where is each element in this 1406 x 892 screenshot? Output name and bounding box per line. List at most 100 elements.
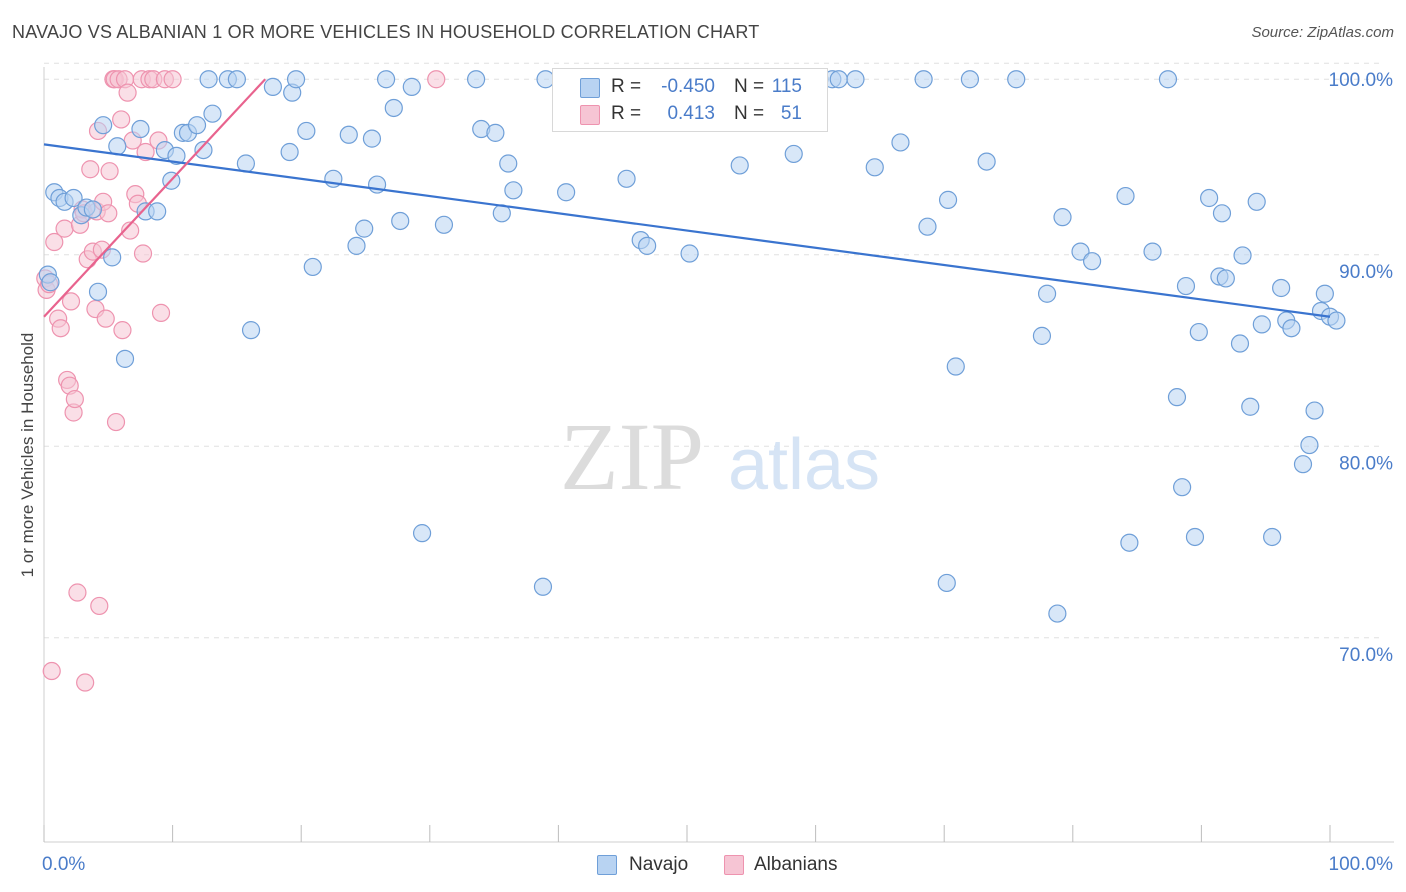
navajo-point: [88, 282, 108, 301]
navajo-point: [227, 70, 246, 89]
navajo-point: [504, 181, 523, 200]
albanian-swatch: [580, 105, 600, 125]
navajo-point: [1082, 252, 1102, 271]
navajo-point: [412, 524, 432, 543]
navajo-point: [347, 236, 366, 255]
navajo-point: [1032, 326, 1052, 345]
navajo-point: [918, 217, 937, 236]
navajo-point: [1158, 70, 1178, 89]
navajo-point: [1241, 397, 1260, 416]
navajo-point: [303, 257, 322, 277]
source-label: Source: ZipAtlas.com: [1251, 24, 1394, 41]
y-tick-label: 80.0%: [1339, 453, 1393, 474]
legend-row-albanians: R = 0.413 N = 51: [553, 101, 827, 127]
navajo-point: [617, 169, 636, 188]
navajo-point: [938, 190, 958, 209]
albanian-n-value: 51: [780, 103, 802, 124]
navajo-point: [1185, 527, 1205, 547]
navajo-point: [103, 248, 122, 267]
navajo-point: [1216, 269, 1235, 288]
navajo-point: [241, 321, 261, 340]
albanian-point: [106, 412, 126, 432]
navajo-point: [1173, 478, 1192, 497]
navajo-point: [1167, 388, 1187, 407]
navajo-point: [108, 137, 127, 156]
navajo-point: [914, 70, 933, 89]
navajo-point: [1305, 401, 1324, 420]
navajo-point: [1053, 208, 1072, 227]
albanian-point: [112, 110, 131, 129]
albanian-point: [121, 221, 140, 240]
navajo-point: [680, 244, 699, 263]
bottom-navajo-label: Navajo: [629, 854, 689, 875]
navajo-point: [362, 129, 382, 148]
navajo-point: [1116, 186, 1135, 206]
navajo-point: [83, 200, 102, 219]
albanian-point: [136, 142, 155, 162]
navajo-point: [1143, 242, 1162, 261]
navajo-point: [391, 211, 410, 231]
navajo-point: [846, 70, 865, 89]
navajo-n-label: N =: [734, 76, 765, 97]
navajo-point: [1327, 311, 1346, 330]
navajo-point: [1247, 192, 1266, 211]
navajo-point: [203, 104, 222, 123]
tick-labels: 70.0% 80.0% 90.0% 100.0% 0.0% 100.0%: [42, 70, 1393, 875]
navajo-point: [1189, 322, 1208, 342]
navajo-trend-line: [43, 143, 1331, 318]
albanian-point: [151, 303, 171, 322]
bottom-albanian-label: Albanians: [754, 854, 838, 875]
albanian-point: [113, 321, 132, 340]
albanian-point: [68, 583, 87, 602]
navajo-point: [960, 70, 980, 89]
axes: [43, 67, 1394, 843]
y-tick-label: 70.0%: [1339, 645, 1393, 666]
albanian-point: [51, 319, 70, 338]
legend-row-navajo: R = -0.450 N = 115: [553, 74, 827, 100]
y-tick-label: 100.0%: [1329, 70, 1394, 91]
navajo-swatch: [580, 78, 600, 98]
albanian-point: [55, 219, 74, 238]
navajo-point: [865, 158, 884, 177]
albanian-point: [90, 596, 109, 616]
albanian-point: [81, 160, 100, 179]
navajo-point: [376, 70, 396, 89]
navajo-point: [1007, 70, 1026, 89]
albanian-r-label: R =: [611, 103, 642, 124]
navajo-point: [167, 146, 186, 165]
navajo-point: [187, 116, 207, 135]
navajo-point: [977, 152, 996, 171]
navajo-point: [638, 236, 657, 255]
watermark: ZIP atlas: [560, 403, 880, 510]
navajo-point: [1282, 319, 1301, 338]
navajo-point: [41, 273, 60, 292]
navajo-point: [263, 77, 283, 96]
navajo-point: [730, 156, 749, 175]
navajo-points: [38, 70, 1346, 623]
y-tick-label: 90.0%: [1339, 262, 1393, 283]
albanian-point: [61, 292, 81, 311]
navajo-r-value: -0.450: [661, 76, 715, 97]
navajo-point: [434, 215, 454, 234]
albanian-n-label: N =: [734, 103, 765, 124]
albanian-point: [65, 389, 84, 409]
navajo-point: [937, 573, 956, 593]
navajo-point: [1200, 188, 1219, 208]
navajo-point: [557, 183, 576, 202]
navajo-point: [1120, 533, 1139, 552]
navajo-point: [533, 577, 553, 596]
navajo-point: [784, 144, 803, 164]
albanian-point: [96, 309, 115, 328]
navajo-point: [1252, 315, 1271, 334]
navajo-point: [1315, 284, 1334, 303]
navajo-point: [297, 121, 316, 141]
navajo-point: [1037, 284, 1057, 303]
navajo-point: [131, 119, 150, 139]
navajo-point: [286, 70, 306, 89]
trend-lines: [43, 78, 1331, 318]
albanian-point: [42, 661, 61, 681]
navajo-point: [1048, 604, 1067, 623]
navajo-point: [115, 349, 135, 368]
navajo-point: [1263, 527, 1282, 547]
albanian-r-value: 0.413: [667, 103, 715, 124]
